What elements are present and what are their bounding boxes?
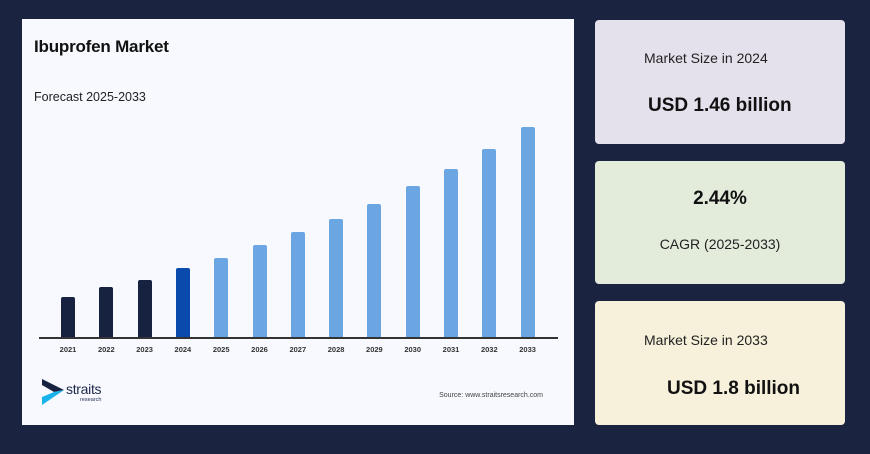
bar-2033 [520,127,535,337]
x-axis-line [39,337,558,339]
card-value: USD 1.8 billion [667,378,801,399]
x-tick-label: 2025 [212,345,230,354]
x-tick-label: 2026 [251,345,268,354]
card-value: USD 1.46 billion [648,95,792,116]
bar-2022 [99,287,114,337]
card-label: Market Size in 2033 [644,332,768,348]
chart-subtitle: Forecast 2025-2033 [34,90,146,104]
bar-2024 [175,268,190,337]
bar-2029 [367,204,382,337]
x-tick-label: 2023 [136,345,153,354]
x-tick-label: 2031 [442,345,460,354]
bar-2030 [405,186,420,337]
x-tick-label: 2022 [97,345,115,354]
logo-wordmark: straits [66,381,102,397]
market-size-2033-card: Market Size in 2033 USD 1.8 billion [595,301,845,425]
bar-2028 [329,219,344,337]
bar-2023 [137,280,152,337]
bar-chart-plot: 2021 2022 2023 2024 2025 2026 2027 2028 2029 2030… [22,19,574,425]
logo-arrow-icon [42,379,64,405]
bar-2032 [482,149,497,337]
x-tick-label: 2021 [59,345,77,354]
cagr-card: 2.44% CAGR (2025-2033) [595,161,845,284]
card-value: 2.44% [693,188,747,209]
x-tick-label: 2030 [404,345,422,354]
straits-research-logo: straits research [42,377,122,409]
x-tick-label: 2033 [519,345,536,354]
bar-2027 [290,232,305,337]
x-tick-label: 2024 [174,345,192,354]
x-tick-label: 2028 [327,345,345,354]
bar-2026 [252,245,267,337]
bar-2031 [444,169,458,337]
bar-2025 [214,258,229,337]
chart-panel: Ibuprofen Market Forecast 2025-2033 2021… [22,19,574,425]
chart-title: Ibuprofen Market [34,37,169,56]
market-size-2024-card: Market Size in 2024 USD 1.46 billion [595,20,845,144]
logo-subtext: research [80,397,102,403]
bar-2021 [61,297,75,337]
card-label: CAGR (2025-2033) [659,236,781,252]
x-tick-label: 2032 [480,345,498,354]
x-tick-label: 2029 [366,345,383,354]
card-label: Market Size in 2024 [644,50,768,66]
x-tick-label: 2027 [289,345,307,354]
source-text: Source: www.straitsresearch.com [439,392,543,399]
